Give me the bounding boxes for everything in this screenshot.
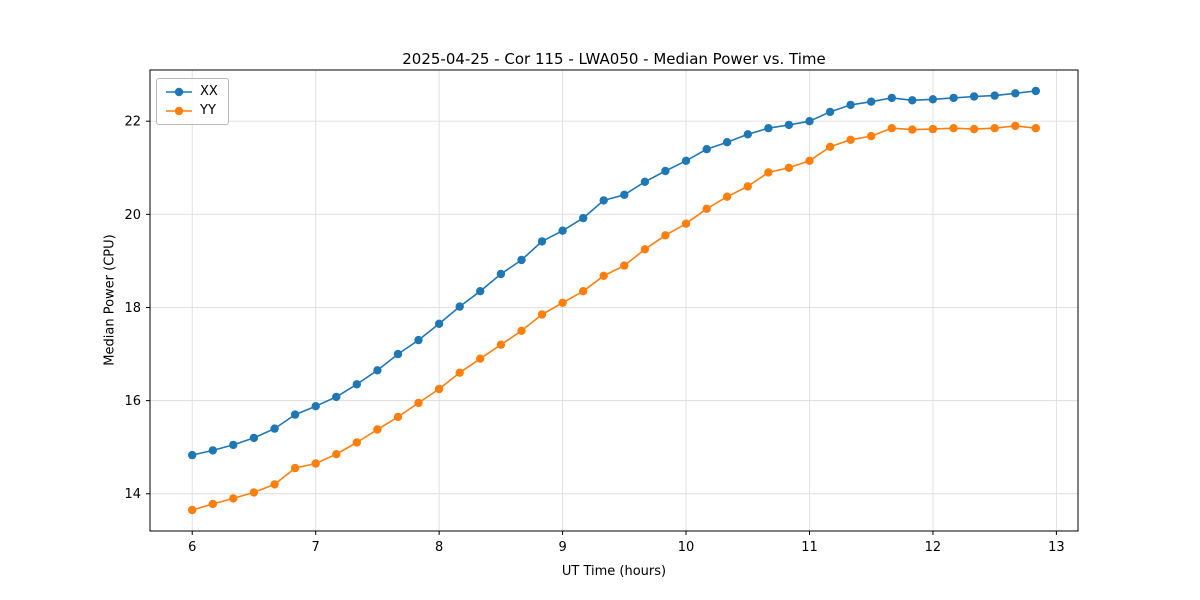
legend-item-xx: XX — [165, 85, 218, 99]
x-ticks — [191, 531, 1057, 535]
svg-text:18: 18 — [124, 301, 141, 316]
svg-text:22: 22 — [124, 115, 141, 130]
svg-text:20: 20 — [124, 208, 141, 223]
svg-text:11: 11 — [801, 540, 818, 555]
legend-swatch-xx-icon — [166, 87, 192, 97]
svg-text:16: 16 — [124, 394, 141, 409]
legend-label-xx: XX — [200, 84, 218, 99]
chart-title: 2025-04-25 - Cor 115 - LWA050 - Median P… — [402, 50, 826, 68]
y-tick-labels: 14 16 18 20 22 — [124, 115, 141, 503]
legend: XX YY — [156, 78, 229, 125]
x-axis-label: UT Time (hours) — [561, 564, 667, 579]
svg-text:12: 12 — [925, 540, 942, 555]
legend-swatch-yy-icon — [166, 106, 192, 116]
grid-lines — [150, 70, 1078, 531]
svg-text:7: 7 — [312, 540, 320, 555]
svg-text:13: 13 — [1048, 540, 1065, 555]
svg-text:9: 9 — [558, 540, 566, 555]
svg-text:14: 14 — [124, 487, 141, 502]
legend-item-yy: YY — [165, 104, 218, 118]
series-line-YY — [191, 125, 1036, 511]
svg-text:10: 10 — [678, 540, 695, 555]
y-ticks — [146, 120, 150, 495]
series-markers-YY — [188, 121, 1041, 515]
svg-text:8: 8 — [435, 540, 443, 555]
plot-border — [149, 69, 1079, 532]
legend-label-yy: YY — [200, 103, 216, 118]
svg-text:6: 6 — [188, 540, 196, 555]
x-tick-labels: 6 7 8 9 10 11 12 13 — [188, 540, 1065, 555]
y-axis-label: Median Power (CPU) — [102, 234, 118, 366]
series-markers-XX — [188, 86, 1041, 460]
